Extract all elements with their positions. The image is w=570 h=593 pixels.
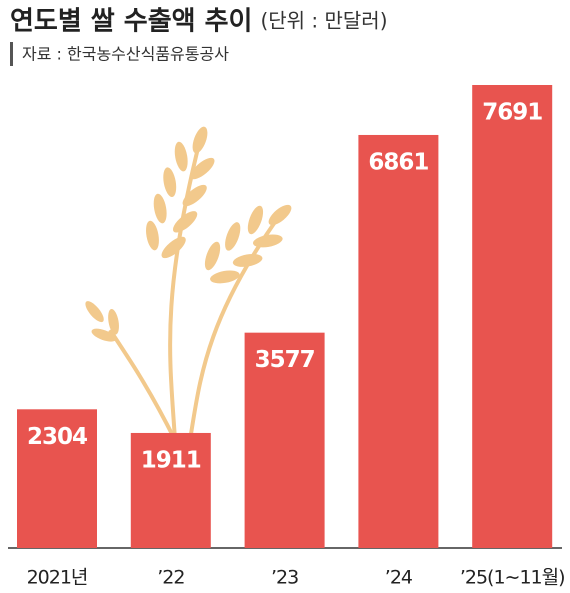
chart-title: 연도별 쌀 수출액 추이 — [10, 7, 252, 37]
value-label: 7691 — [482, 100, 542, 126]
value-label: 3577 — [255, 347, 315, 373]
bar — [17, 409, 97, 548]
value-label: 2304 — [27, 424, 87, 450]
x-tick-label: 2021년 — [27, 567, 88, 589]
x-tick-label: ’23 — [271, 567, 298, 589]
bar — [472, 85, 553, 548]
x-tick-label: ’22 — [157, 567, 184, 589]
x-tick-label: ’25(1∼11월) — [460, 567, 565, 589]
x-tick-label: ’24 — [385, 567, 413, 589]
bar — [130, 432, 211, 548]
wheat-illustration — [85, 126, 292, 441]
bar — [244, 332, 325, 548]
source-marker — [10, 42, 13, 66]
source: 자료 : 한국농수산식품유통공사 — [22, 45, 229, 64]
value-label: 6861 — [368, 149, 428, 175]
chart-subtitle: (단위 : 만달러) — [260, 9, 387, 33]
value-label: 1911 — [141, 447, 201, 473]
bar — [358, 134, 439, 549]
